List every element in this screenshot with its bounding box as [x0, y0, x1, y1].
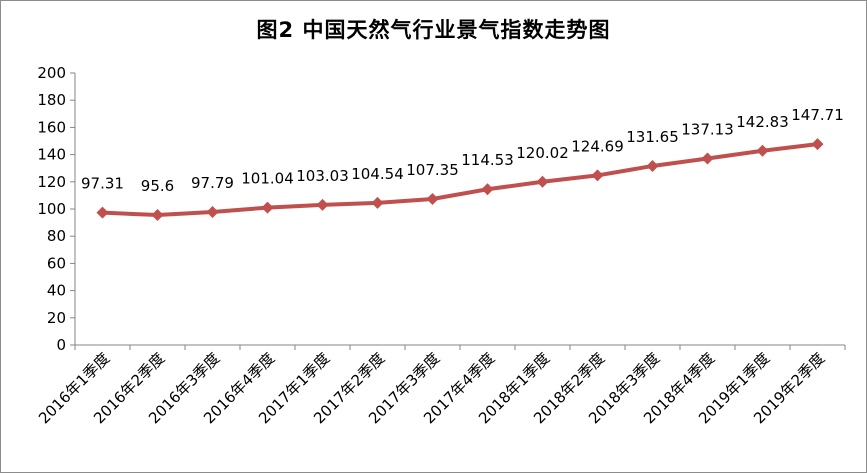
data-point-marker [481, 183, 494, 196]
data-point-marker [96, 206, 109, 219]
y-tick-label: 180 [37, 91, 66, 109]
y-tick-label: 80 [47, 227, 66, 245]
data-label: 104.54 [351, 165, 404, 183]
chart-title: 图2 中国天然气行业景气指数走势图 [256, 18, 611, 42]
y-tick-label: 100 [37, 200, 66, 218]
data-point-marker [536, 175, 549, 188]
y-tick-label: 60 [47, 254, 66, 272]
data-label: 103.03 [296, 167, 349, 185]
y-tick-labels: 0 20 40 60 80 100 120 140 160 180 200 [37, 64, 66, 354]
data-label: 147.71 [791, 106, 844, 124]
data-point-marker [261, 201, 274, 214]
data-label: 101.04 [241, 170, 294, 188]
data-label: 95.6 [141, 177, 174, 195]
y-tick-label: 120 [37, 173, 66, 191]
data-label: 107.35 [406, 161, 459, 179]
data-point-marker [206, 206, 219, 219]
y-tick-label: 0 [56, 336, 66, 354]
data-label: 124.69 [571, 137, 624, 155]
data-label: 114.53 [461, 151, 514, 169]
y-tick-label: 200 [37, 64, 66, 82]
data-point-marker [151, 208, 164, 221]
data-labels: 97.31 95.6 97.79 101.04 103.03 104.54 107.3511… [81, 106, 844, 195]
y-tick-label: 160 [37, 118, 66, 136]
y-tick-label: 20 [47, 309, 66, 327]
y-tick-label: 40 [47, 282, 66, 300]
data-label: 131.65 [626, 128, 679, 146]
data-point-marker [316, 198, 329, 211]
data-point-marker [426, 193, 439, 206]
data-point-marker [646, 159, 659, 172]
series-line-path [102, 142, 818, 217]
data-point-marker [591, 169, 604, 182]
data-label: 97.31 [81, 175, 124, 193]
data-point-marker [371, 196, 384, 209]
data-label: 137.13 [681, 121, 734, 139]
axes [70, 72, 846, 350]
x-tick-labels: 2016年1季度2016年2季度2016年3季度2016年4季度2017年1季度… [35, 349, 828, 427]
y-tick-label: 140 [37, 146, 66, 164]
data-label: 120.02 [516, 144, 569, 162]
data-label: 97.79 [191, 174, 234, 192]
data-label: 142.83 [736, 113, 789, 131]
series-line [96, 138, 824, 221]
data-point-marker [701, 152, 714, 165]
data-point-marker [756, 144, 769, 157]
data-point-marker [811, 138, 824, 151]
